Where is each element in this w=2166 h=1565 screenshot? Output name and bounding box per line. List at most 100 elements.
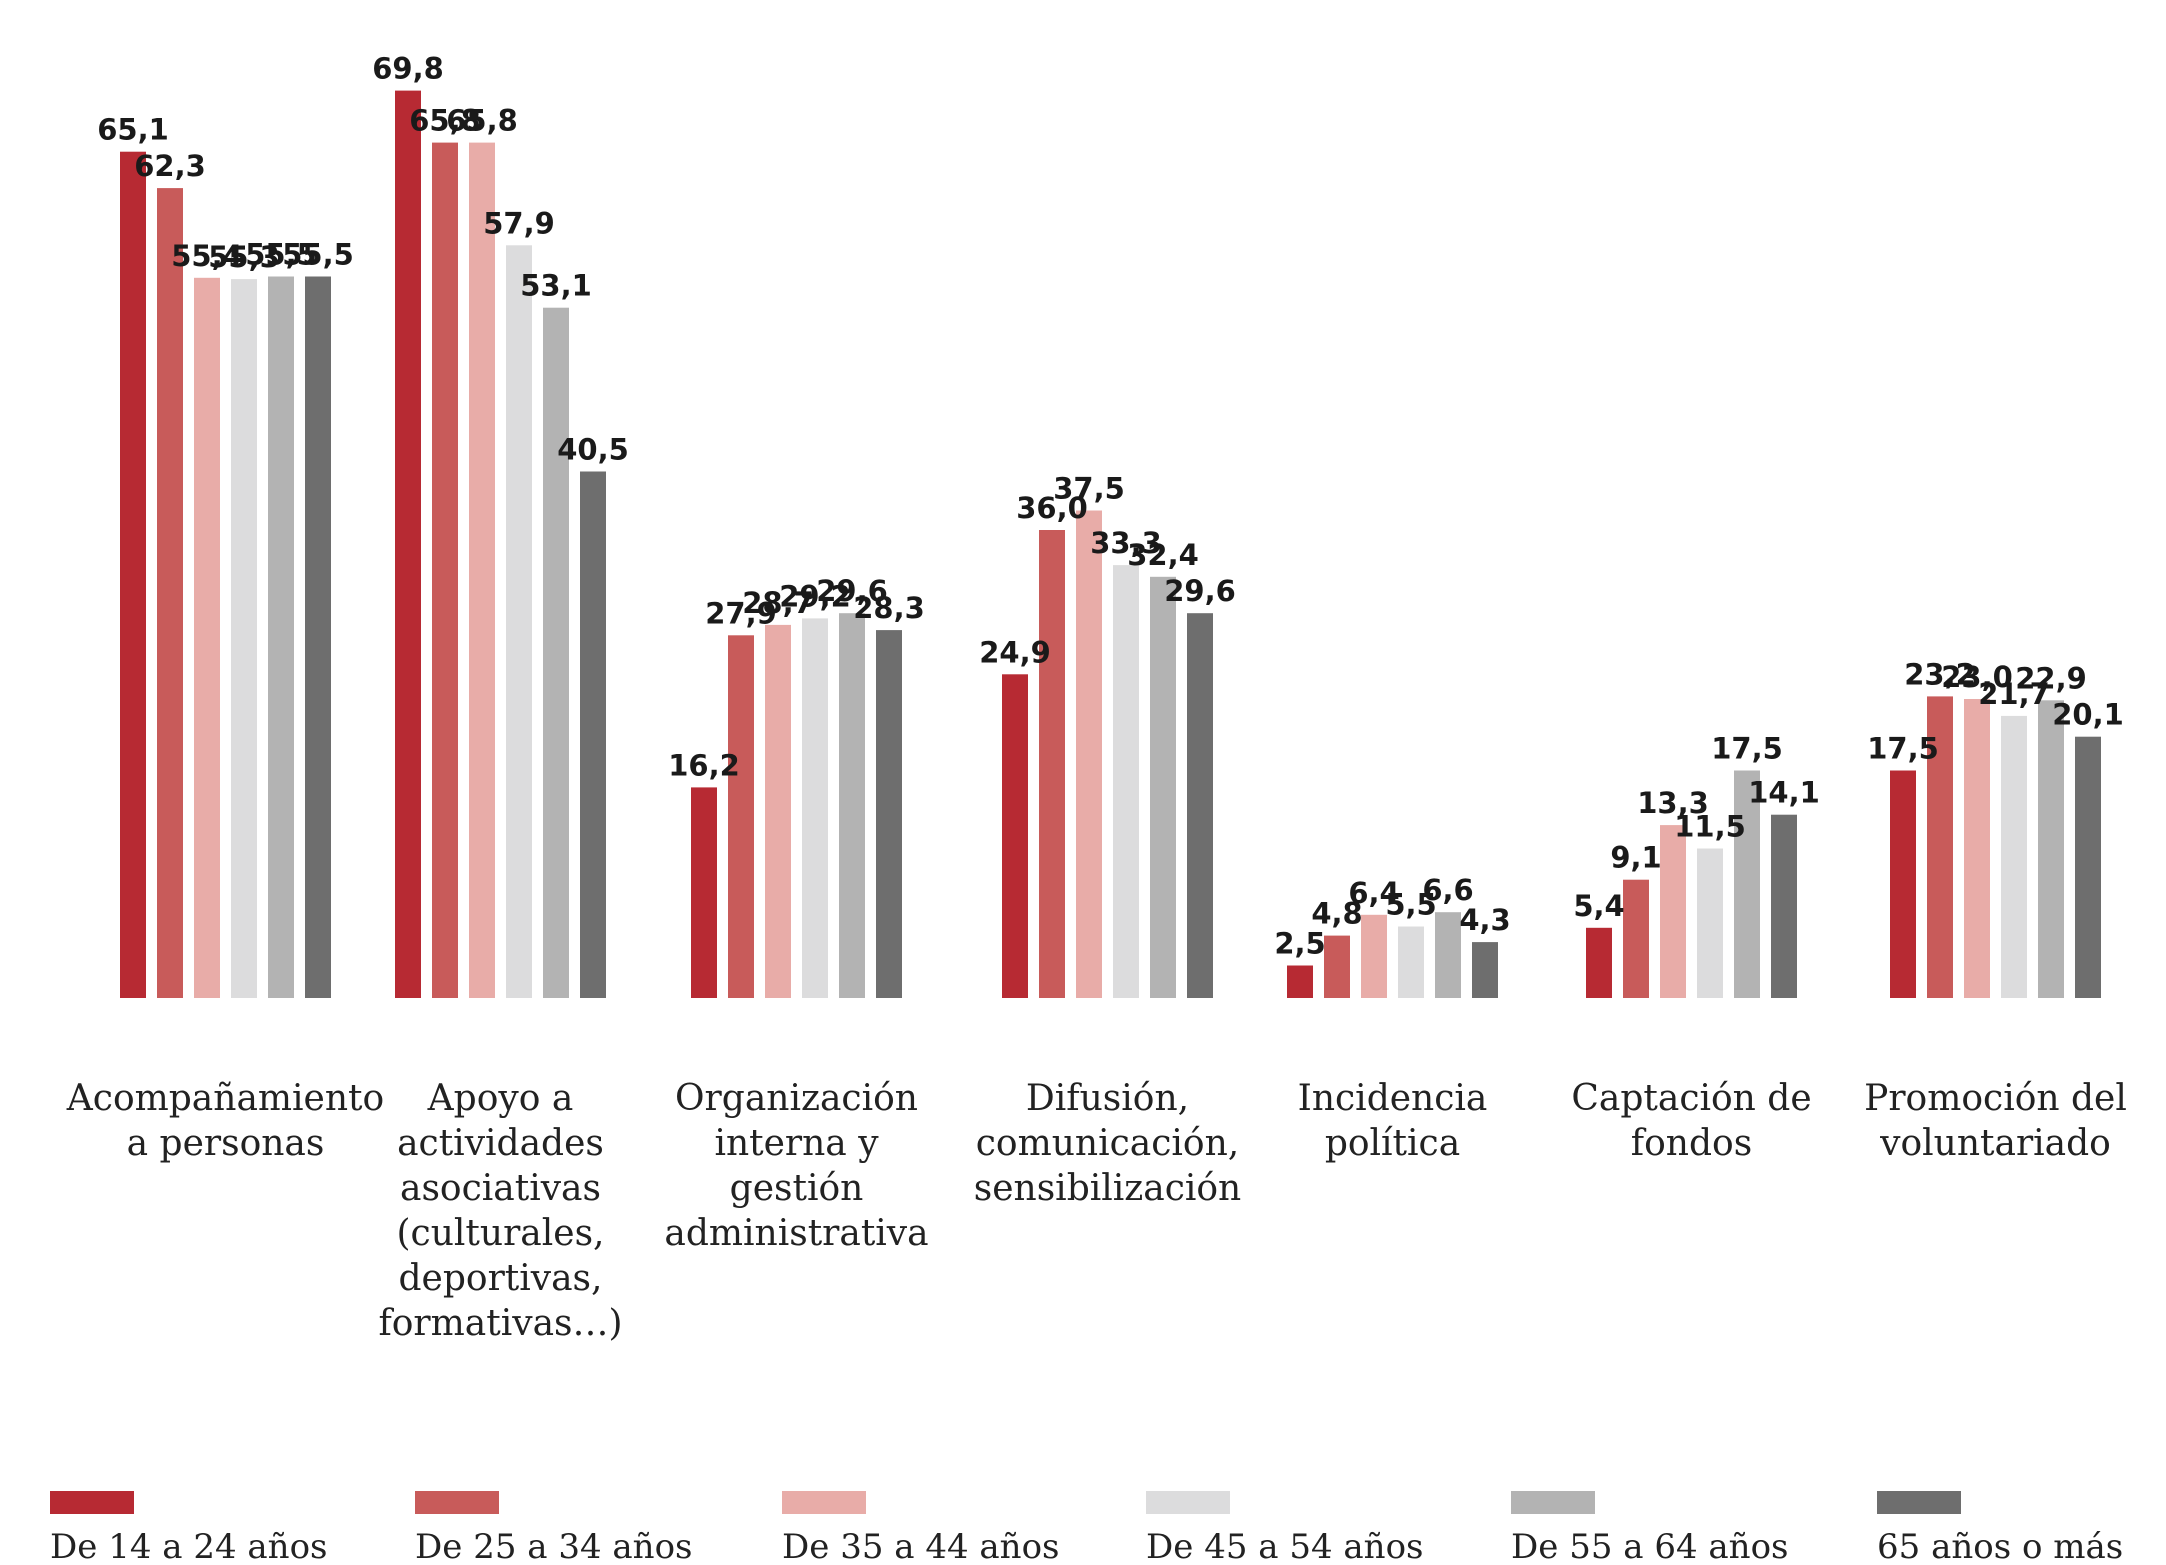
legend-label: De 35 a 44 años [782, 1527, 1060, 1560]
category-label-line: comunicación, [976, 1123, 1239, 1164]
bar [1435, 912, 1461, 998]
bar [2001, 715, 2027, 998]
bar [1660, 825, 1686, 998]
data-label: 4,8 [1311, 897, 1362, 931]
category-label-line: política [1325, 1123, 1460, 1164]
bar [1964, 699, 1990, 998]
bar [432, 142, 458, 999]
data-label: 17,5 [1711, 732, 1783, 766]
bars-layer [120, 90, 2101, 999]
category-label-line: Organización [675, 1078, 918, 1119]
bar [1187, 613, 1213, 998]
category-label: Apoyo a actividades asociativas (culturales… [378, 1078, 622, 1344]
data-label: 27,9 [705, 596, 777, 630]
bar [691, 787, 717, 998]
bar [2075, 736, 2101, 998]
data-label: 11,5 [1674, 810, 1746, 844]
bar [1361, 914, 1387, 998]
bar [1324, 935, 1350, 998]
data-label: 37,5 [1053, 472, 1125, 506]
bar [1002, 674, 1028, 998]
category-label: Organización interna y gestión administrati… [664, 1078, 928, 1254]
bar [1697, 848, 1723, 998]
data-label: 4,3 [1459, 903, 1510, 937]
data-label: 6,4 [1348, 876, 1399, 910]
bar [1623, 879, 1649, 998]
bar [1734, 770, 1760, 998]
bar [1287, 965, 1313, 998]
legend-swatch [415, 1491, 499, 1514]
data-label: 40,5 [557, 433, 629, 467]
data-label: 32,4 [1127, 538, 1199, 572]
data-label: 55,5 [282, 238, 354, 272]
category-label-line: Promoción del [1864, 1078, 2127, 1119]
data-label: 53,1 [520, 269, 592, 303]
data-label: 62,3 [134, 149, 206, 183]
data-label: 14,1 [1748, 776, 1820, 810]
category-label-line: Captación de [1571, 1078, 1811, 1119]
category-label: Difusión, comunicación, sensibilización [974, 1078, 1242, 1209]
bar [1890, 770, 1916, 998]
value-labels-layer: 65,162,355,455,355,555,569,865,865,857,9… [97, 52, 2124, 961]
legend-label: De 25 a 34 años [415, 1527, 693, 1560]
bar [305, 276, 331, 998]
category-label-line: interna y [714, 1123, 879, 1164]
category-label-line: sensibilización [974, 1168, 1242, 1209]
data-label: 9,1 [1610, 841, 1661, 875]
bar [395, 90, 421, 999]
legend-label: De 45 a 54 años [1146, 1527, 1424, 1560]
bar [802, 618, 828, 998]
category-label-line: gestión [730, 1168, 864, 1209]
bar [1113, 565, 1139, 998]
data-label: 2,5 [1274, 927, 1325, 961]
category-label-line: actividades [397, 1123, 604, 1164]
data-label: 55,5 [245, 238, 317, 272]
bar [120, 151, 146, 998]
data-label: 23,2 [1904, 657, 1976, 691]
bar [157, 188, 183, 999]
bar [1472, 942, 1498, 998]
bar [268, 276, 294, 998]
data-label: 28,7 [742, 586, 814, 620]
data-label: 5,4 [1573, 889, 1624, 923]
data-label: 21,7 [1978, 677, 2050, 711]
bar [876, 630, 902, 998]
legend-swatch [50, 1491, 134, 1514]
category-label-line: voluntariado [1879, 1123, 2111, 1164]
category-label-line: Incidencia [1298, 1078, 1488, 1119]
legend-label: De 55 a 64 años [1511, 1527, 1789, 1560]
category-label-line: formativas…) [378, 1303, 622, 1344]
bar [1076, 510, 1102, 998]
bar [469, 142, 495, 999]
bar [1927, 696, 1953, 998]
bar [2038, 700, 2064, 998]
bar [1150, 576, 1176, 998]
data-label: 13,3 [1637, 786, 1709, 820]
category-label-line: asociativas [400, 1168, 601, 1209]
legend-swatch [1146, 1491, 1230, 1514]
data-label: 22,9 [2015, 661, 2087, 695]
data-label: 65,8 [446, 104, 518, 138]
bar [1771, 814, 1797, 998]
bar [728, 635, 754, 998]
bar [839, 613, 865, 998]
data-label: 36,0 [1016, 491, 1088, 525]
bar [1398, 926, 1424, 998]
data-label: 69,8 [372, 52, 444, 86]
legend-swatch [782, 1491, 866, 1514]
legend-label: De 14 a 24 años [50, 1527, 328, 1560]
bar [194, 277, 220, 998]
bar [231, 279, 257, 999]
category-label-line: fondos [1631, 1123, 1752, 1164]
data-label: 24,9 [979, 635, 1051, 669]
data-label: 20,1 [2052, 698, 2124, 732]
data-label: 6,6 [1422, 873, 1473, 907]
legend-label: 65 años o más [1877, 1527, 2123, 1560]
category-label-line: a personas [127, 1123, 325, 1164]
data-label: 65,8 [409, 104, 481, 138]
category-label: Captación de fondos [1571, 1078, 1811, 1164]
legend-swatch [1877, 1491, 1961, 1514]
legend: De 14 a 24 años De 25 a 34 años De 35 a 44… [50, 1491, 2123, 1565]
